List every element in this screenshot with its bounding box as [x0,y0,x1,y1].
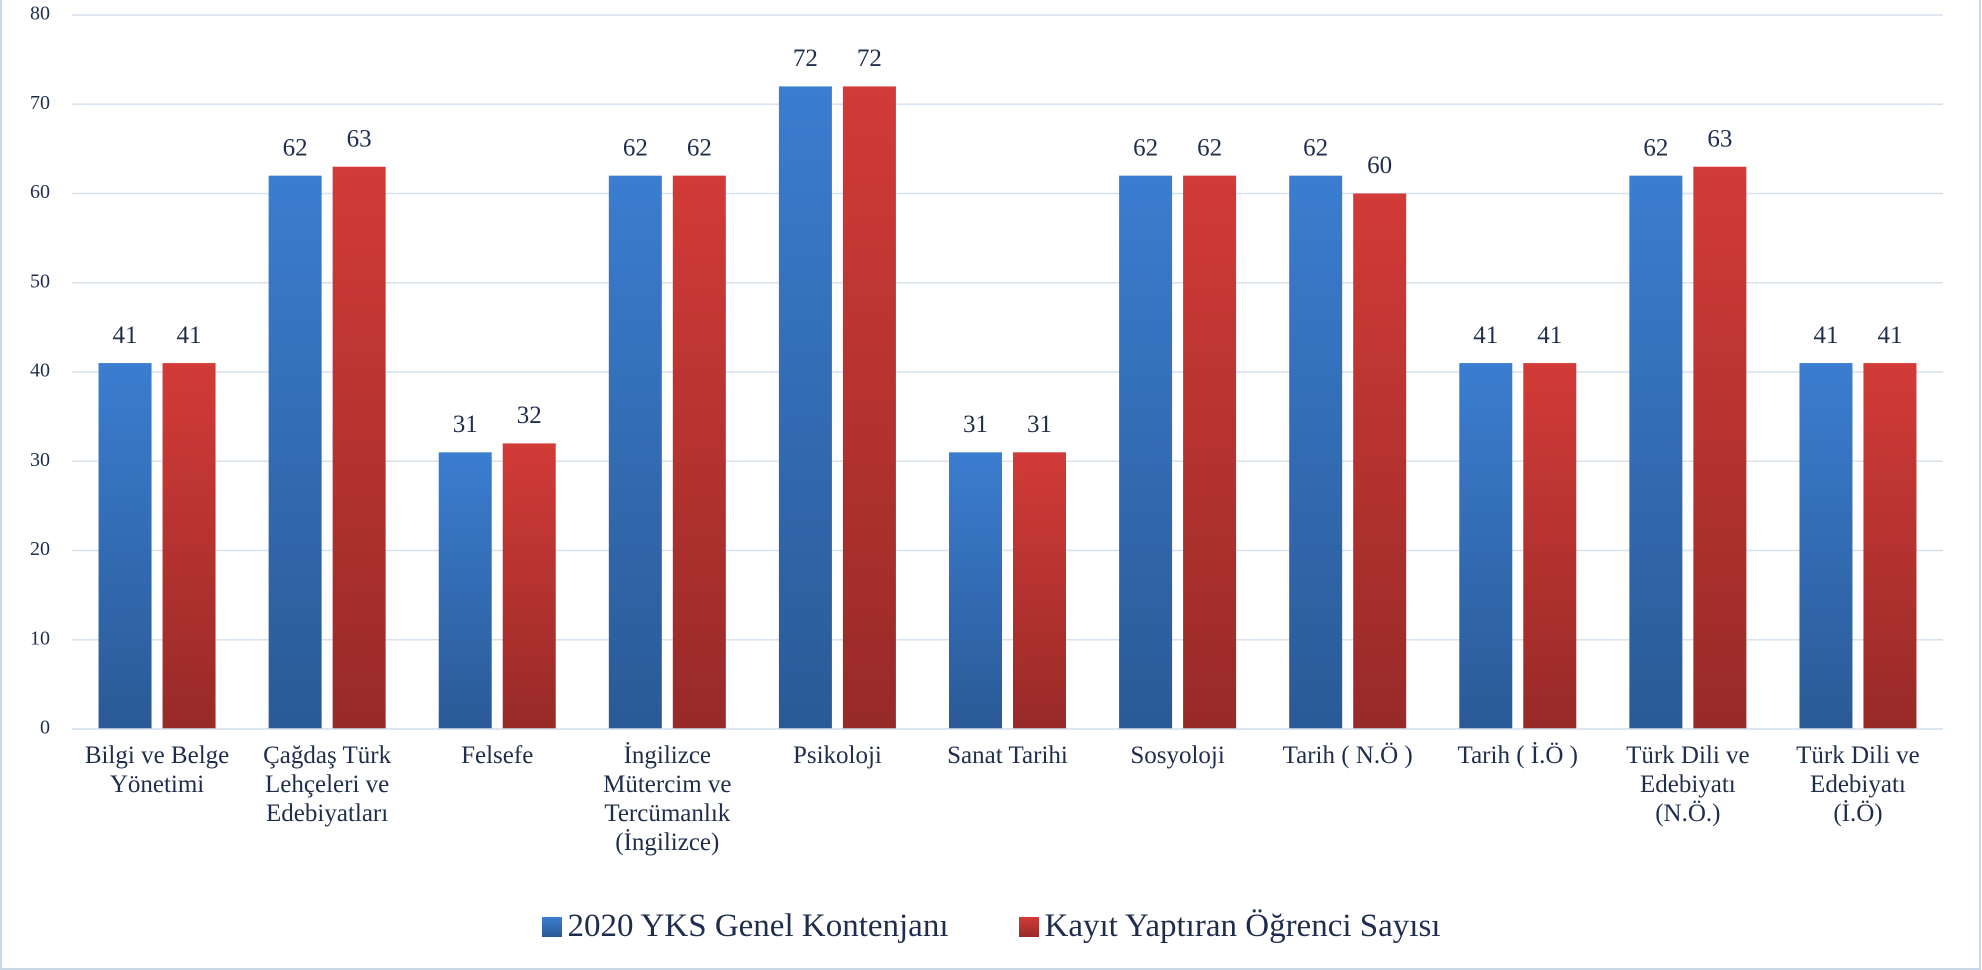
legend-swatch [541,916,562,937]
data-label: 62 [1643,134,1668,161]
y-tick-label: 50 [30,270,50,292]
data-label: 31 [963,411,988,438]
x-tick-label: Sanat Tarihi [947,742,1068,769]
y-tick-label: 0 [40,717,50,739]
legend-item: 2020 YKS Genel Kontenjanı [541,908,949,945]
x-tick-label: Tarih ( N.Ö ) [1282,742,1413,769]
data-label: 32 [517,402,542,429]
bar [1459,363,1513,729]
data-label: 41 [1537,322,1562,349]
y-tick-label: 10 [30,627,50,649]
data-label: 41 [1813,322,1838,349]
x-tick-label: Psikoloji [792,742,882,769]
bar [438,452,492,729]
bar [502,443,556,729]
bar [1863,363,1917,729]
x-tick-label: İngilizce Mütercim ve Tercümanlık (İngil… [603,742,732,856]
y-tick-label: 20 [30,538,50,560]
bar [842,86,896,729]
data-label: 62 [1133,134,1158,161]
data-label: 41 [177,322,202,349]
bar [949,452,1002,729]
data-label: 62 [1303,134,1328,161]
bar [162,363,216,729]
bar [672,175,726,729]
x-tick-label: Türk Dili ve Edebiyatı (N.Ö.) [1626,742,1750,827]
bar [1353,193,1407,729]
x-tick-label: Bilgi ve Belge Yönetimi [84,742,230,798]
data-label: 31 [1027,411,1052,438]
legend-item: Kayıt Yaptıran Öğrenci Sayısı [1018,908,1441,945]
legend-swatch [1018,916,1039,937]
data-label: 72 [857,45,882,72]
y-tick-label: 70 [30,92,50,114]
legend-label: Kayıt Yaptıran Öğrenci Sayısı [1044,908,1441,944]
x-tick-label: Felsefe [461,742,534,769]
bar [1119,175,1173,729]
data-label: 41 [1473,322,1498,349]
data-label: 63 [1707,125,1732,152]
data-label: 72 [793,45,818,72]
data-label: 62 [1197,134,1222,161]
data-label: 63 [347,125,372,152]
bar [1523,363,1577,729]
bar [1183,175,1237,729]
x-tick-label: Çağdaş Türk Lehçeleri ve Edebiyatları [263,742,392,827]
bar [608,175,662,729]
x-tick-label: Tarih ( İ.Ö ) [1457,742,1578,769]
legend: 2020 YKS Genel Kontenjanı Kayıt Yaptıran … [0,908,1982,945]
bar [1013,452,1066,729]
legend-label: 2020 YKS Genel Kontenjanı [567,908,949,944]
x-tick-label: Türk Dili ve Edebiyatı (İ.Ö) [1796,742,1920,827]
bar [1289,175,1343,729]
data-label: 62 [623,134,648,161]
x-tick-label: Sosyoloji [1130,742,1225,769]
bar [98,363,152,729]
data-label: 62 [687,134,712,161]
data-label: 41 [1877,322,1902,349]
bar [332,166,386,730]
bar [1799,363,1853,729]
bar [268,175,322,729]
bar [1629,175,1683,729]
y-tick-label: 40 [30,360,50,382]
data-label: 60 [1367,152,1392,179]
data-label: 62 [283,134,308,161]
y-tick-label: 30 [30,449,50,471]
data-label: 31 [453,411,478,438]
bar [778,86,832,729]
y-tick-label: 80 [30,3,50,25]
y-tick-label: 60 [30,181,50,203]
data-label: 41 [113,322,138,349]
bar [1693,166,1747,730]
